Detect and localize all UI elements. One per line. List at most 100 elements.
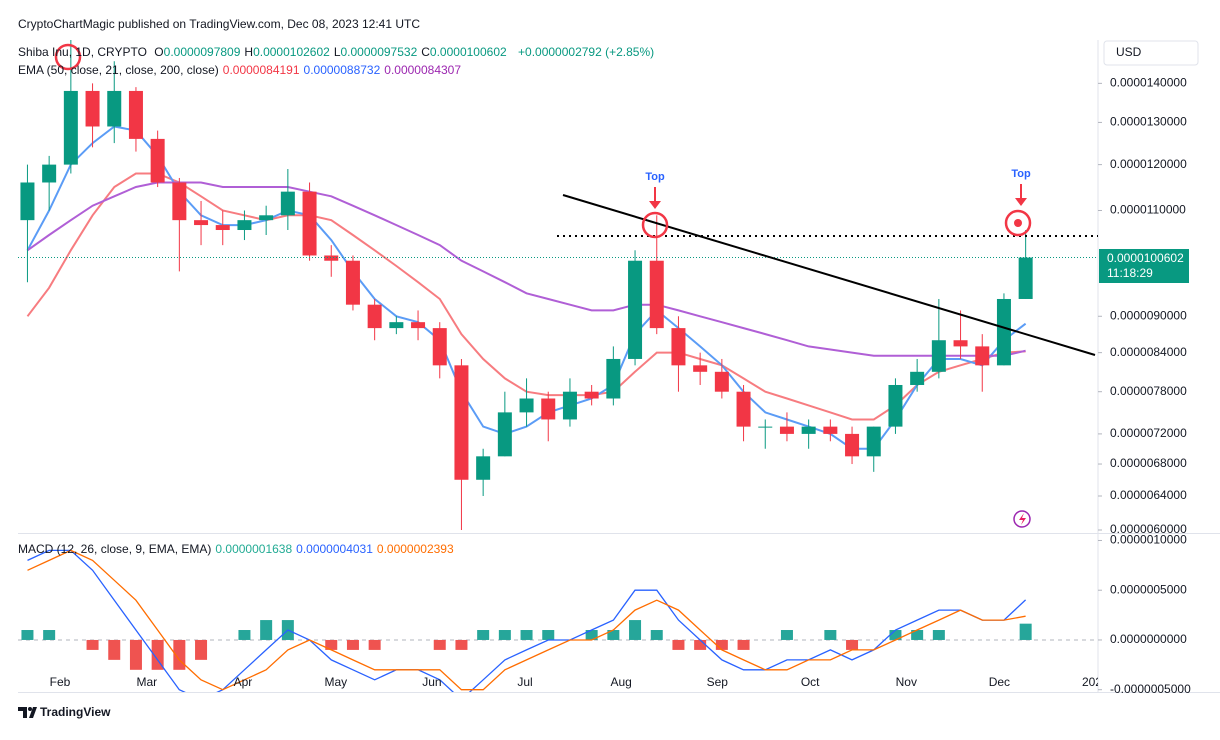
lightning-icon[interactable] (1013, 510, 1031, 528)
symbol-legend: Shiba Inu, 1D, CRYPTO O0.0000097809 H0.00… (18, 45, 658, 59)
candle-body (345, 260, 360, 305)
candle-body (996, 298, 1011, 366)
ohlc-value: 0.0000097532 (340, 45, 418, 59)
histogram-bar (889, 630, 902, 640)
candle-body (411, 322, 426, 329)
annotation: Top (1011, 168, 1031, 180)
x-tick-label: Nov (896, 675, 917, 689)
candle-body (693, 365, 708, 372)
histogram-bar (368, 639, 381, 650)
candle-body (736, 391, 751, 427)
x-tick-label: Feb (50, 675, 71, 689)
histogram-bar (260, 620, 273, 640)
histogram-bar (151, 639, 164, 670)
histogram-bar (607, 630, 620, 640)
highlight-circle (641, 211, 669, 239)
histogram-bar (650, 630, 663, 640)
histogram-bar (824, 630, 837, 640)
ohlc-label: H (244, 45, 254, 59)
candle-body (584, 391, 599, 399)
x-tick-label: Oct (801, 675, 820, 689)
candle-body (42, 164, 57, 183)
x-tick-label: Aug (610, 675, 631, 689)
candle-body (85, 90, 100, 127)
candle-body (280, 191, 295, 216)
macd-pane (18, 549, 1098, 692)
y-tick-label: 0.0000064000 (1110, 488, 1187, 502)
histogram-bar (542, 630, 555, 640)
candle-body (432, 328, 447, 366)
indicator-line (27, 549, 1026, 691)
candle-body (779, 426, 794, 434)
ema-value: 0.0000084191 (222, 63, 300, 77)
footer-brand: TradingView (40, 705, 111, 719)
histogram-bar (737, 639, 750, 650)
last-price-label: 0.0000100602 11:18:29 (1099, 248, 1189, 283)
x-tick-label: Jun (422, 675, 441, 689)
candle-body (150, 138, 165, 183)
highlight-circle (54, 43, 82, 71)
histogram-bar (520, 630, 533, 640)
candle-body (845, 433, 860, 457)
price-pane (18, 40, 1098, 531)
ohlc-value: 0.0000102602 (253, 45, 330, 59)
indicator-line (26, 181, 1026, 357)
histogram-bar (433, 639, 446, 650)
histogram-bar (455, 639, 468, 650)
published-note: CryptoChartMagic published on TradingVie… (18, 17, 420, 31)
currency[interactable]: USD (1116, 45, 1142, 59)
histogram-bar (585, 630, 598, 640)
candle-body (215, 225, 230, 231)
y-tick-label: 0.0000090000 (1110, 308, 1187, 322)
candle-body (931, 340, 946, 372)
y-tick-label: 0.0000072000 (1110, 426, 1187, 440)
candle-body (910, 371, 925, 385)
y-tick-label: -0.0000005000 (1110, 682, 1191, 696)
histogram-bar (694, 639, 707, 650)
histogram-bar (672, 639, 685, 650)
histogram-bar (325, 639, 338, 650)
candle-body (107, 90, 122, 127)
candle-body (953, 340, 968, 347)
y-tick-label: 0.0000084000 (1110, 345, 1187, 359)
y-tick-label: 0.0000140000 (1110, 76, 1187, 90)
y-tick-label: 0.0000120000 (1110, 157, 1187, 171)
ema-title: EMA (50, close, 21, close, 200, close) (18, 63, 219, 77)
ema-values: 0.0000084191 0.0000088732 0.0000084307 (223, 63, 465, 77)
y-tick-label: 0.0000005000 (1110, 582, 1187, 596)
histogram-bar (43, 630, 56, 640)
candle-body (172, 182, 187, 221)
ohlc-value: 0.0000100602 (429, 45, 507, 59)
annotation: Top (645, 171, 665, 183)
macd-legend: MACD (12, 26, close, 9, EMA, EMA) 0.00000… (18, 542, 462, 556)
x-tick-label: Dec (989, 675, 1010, 689)
candle-body (628, 260, 643, 359)
currency-box[interactable] (1103, 40, 1199, 66)
candle-body (324, 255, 339, 261)
histogram-bar (498, 630, 511, 640)
trend-line (562, 194, 1096, 356)
change: +0.0000002792 (+2.85%) (518, 45, 655, 59)
candle-body (367, 304, 382, 329)
y-tick-label: 0.0000068000 (1110, 456, 1187, 470)
y-tick-label: 0.0000060000 (1110, 522, 1187, 536)
candle-body (888, 384, 903, 427)
y-tick-label: 0.0000110000 (1110, 203, 1186, 217)
axes: 0.0000140000 0.0000130000 0.0000120000 0.00… (645, 76, 1191, 696)
candle-body (128, 90, 143, 139)
ema-value: 0.0000088732 (303, 63, 381, 77)
macd-value: 0.0000004031 (296, 542, 373, 556)
candle-body (20, 182, 35, 221)
x-tick-label: Apr (234, 675, 253, 689)
candle-body (194, 220, 209, 226)
candle-body (823, 426, 838, 434)
candle-body (866, 426, 881, 457)
x-tick-label: 2024 (1082, 675, 1109, 689)
y-tick-label: 0.0000078000 (1110, 384, 1187, 398)
x-tick-label: Sep (707, 675, 729, 689)
macd-values: 0.0000001638 0.0000004031 0.0000002393 (215, 542, 457, 556)
ema-legend: EMA (50, close, 21, close, 200, close) 0.… (18, 63, 469, 77)
symbol: Shiba Inu, 1D, CRYPTO (18, 45, 147, 59)
